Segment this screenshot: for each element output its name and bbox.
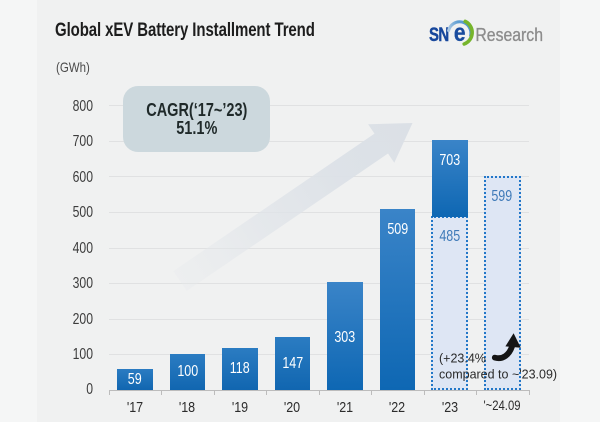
svg-text:Research: Research: [475, 25, 543, 45]
svg-text:e: e: [454, 18, 466, 46]
svg-text:SN: SN: [429, 23, 449, 45]
